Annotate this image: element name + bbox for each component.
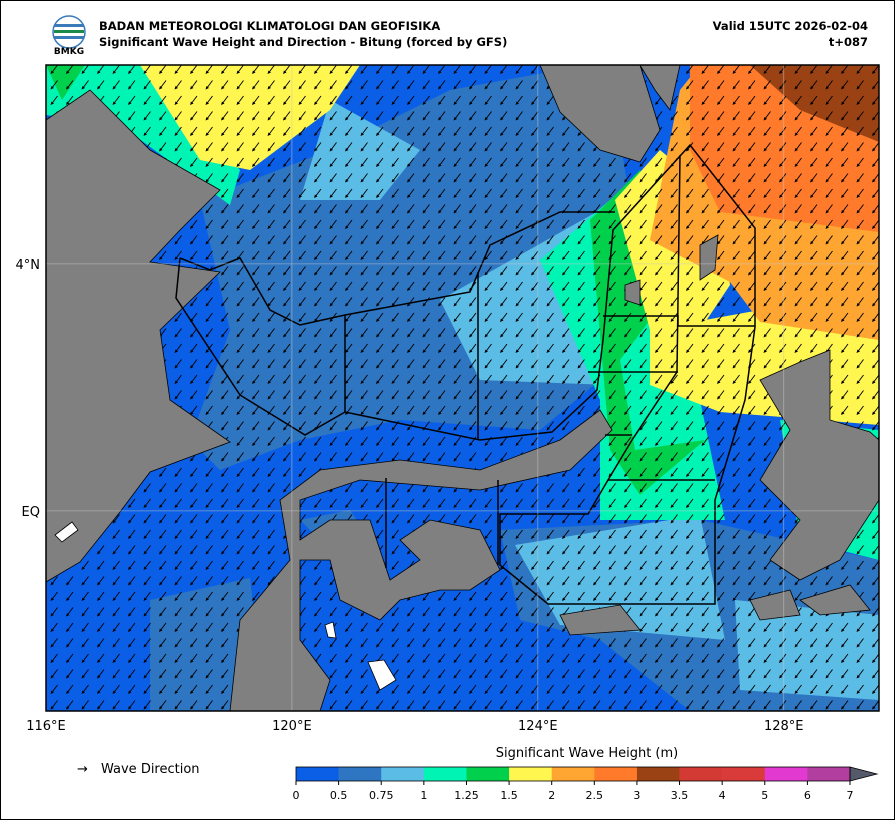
colorbar-tick-label: 5 (761, 789, 768, 802)
colorbar-segment (466, 767, 510, 781)
legend-symbol: → (77, 762, 88, 777)
x-tick-label: 116°E (26, 719, 66, 734)
colorbar-segment (636, 767, 680, 781)
colorbar-tick-label: 1 (420, 789, 427, 802)
colorbar-tick-label: 4 (719, 789, 726, 802)
colorbar-tick-label: 7 (847, 789, 854, 802)
map-frame (45, 64, 880, 712)
x-tick-label: 120°E (272, 719, 312, 734)
colorbar-tick-label: 6 (804, 789, 811, 802)
colorbar-segment (296, 767, 339, 781)
colorbar-tick-label: 1.25 (454, 789, 479, 802)
colorbar-tick-label: 3 (633, 789, 640, 802)
lead-time: t+087 (829, 35, 868, 49)
colorbar: 0 0.5 0.75 1 1.25 1.5 2 2.5 3 3.5 4 5 6 7 (293, 766, 879, 802)
colorbar-segment (722, 767, 766, 781)
colorbar-tick-label: 0.75 (369, 789, 394, 802)
colorbar-segment (509, 767, 552, 781)
colorbar-tick-label: 0.5 (330, 789, 348, 802)
x-tick-label: 128°E (764, 719, 804, 734)
colorbar-segment (423, 767, 467, 781)
colorbar-segment (551, 767, 595, 781)
colorbar-segment (764, 767, 808, 781)
colorbar-frame (295, 766, 851, 782)
map (46, 65, 879, 711)
colorbar-segment (338, 767, 382, 781)
colorbar-segment (381, 767, 425, 781)
colorbar-segment (679, 767, 723, 781)
y-tick-label: EQ (22, 505, 40, 520)
colorbar-tick-label: 0 (293, 789, 300, 802)
logo-text: BMKG (54, 47, 84, 57)
logo: BMKG (52, 15, 86, 57)
colorbar-tick-label: 3.5 (671, 789, 689, 802)
colorbar-segment (594, 767, 638, 781)
colorbar-tick-label: 2.5 (586, 789, 604, 802)
x-tick-label: 124°E (518, 719, 558, 734)
colorbar-segment (807, 767, 851, 781)
axes: 116°E 120°E 124°E 128°E EQ 4°N (16, 258, 804, 734)
grid (46, 65, 879, 711)
colorbar-title: Significant Wave Height (m) (496, 746, 678, 761)
colorbar-tick-label: 1.5 (500, 789, 518, 802)
legend-label: Wave Direction (101, 762, 200, 777)
agency: BADAN METEOROLOGI KLIMATOLOGI DAN GEOFIS… (99, 19, 440, 33)
y-tick-label: 4°N (16, 258, 41, 273)
subtitle: Significant Wave Height and Direction - … (99, 35, 507, 49)
colorbar-tick-label: 2 (548, 789, 555, 802)
valid-time: Valid 15UTC 2026-02-04 (713, 19, 868, 33)
